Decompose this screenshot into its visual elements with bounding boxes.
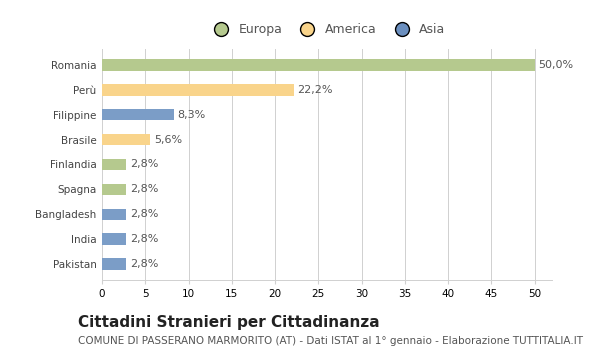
- Text: COMUNE DI PASSERANO MARMORITO (AT) - Dati ISTAT al 1° gennaio - Elaborazione TUT: COMUNE DI PASSERANO MARMORITO (AT) - Dat…: [78, 336, 583, 346]
- Text: 2,8%: 2,8%: [130, 259, 158, 269]
- Text: 2,8%: 2,8%: [130, 209, 158, 219]
- Bar: [102, 209, 126, 220]
- Bar: [102, 159, 126, 170]
- Text: 2,8%: 2,8%: [130, 160, 158, 169]
- Text: Cittadini Stranieri per Cittadinanza: Cittadini Stranieri per Cittadinanza: [78, 315, 380, 330]
- Legend: Europa, America, Asia: Europa, America, Asia: [203, 18, 451, 41]
- Text: 50,0%: 50,0%: [538, 60, 573, 70]
- Bar: [102, 258, 126, 270]
- Text: 5,6%: 5,6%: [154, 135, 182, 145]
- Bar: [102, 233, 126, 245]
- Bar: [102, 184, 126, 195]
- Text: 22,2%: 22,2%: [298, 85, 333, 95]
- Bar: [102, 134, 151, 145]
- Text: 2,8%: 2,8%: [130, 234, 158, 244]
- Bar: [102, 60, 535, 71]
- Bar: [102, 84, 294, 96]
- Text: 8,3%: 8,3%: [177, 110, 206, 120]
- Text: 2,8%: 2,8%: [130, 184, 158, 194]
- Bar: [102, 109, 174, 120]
